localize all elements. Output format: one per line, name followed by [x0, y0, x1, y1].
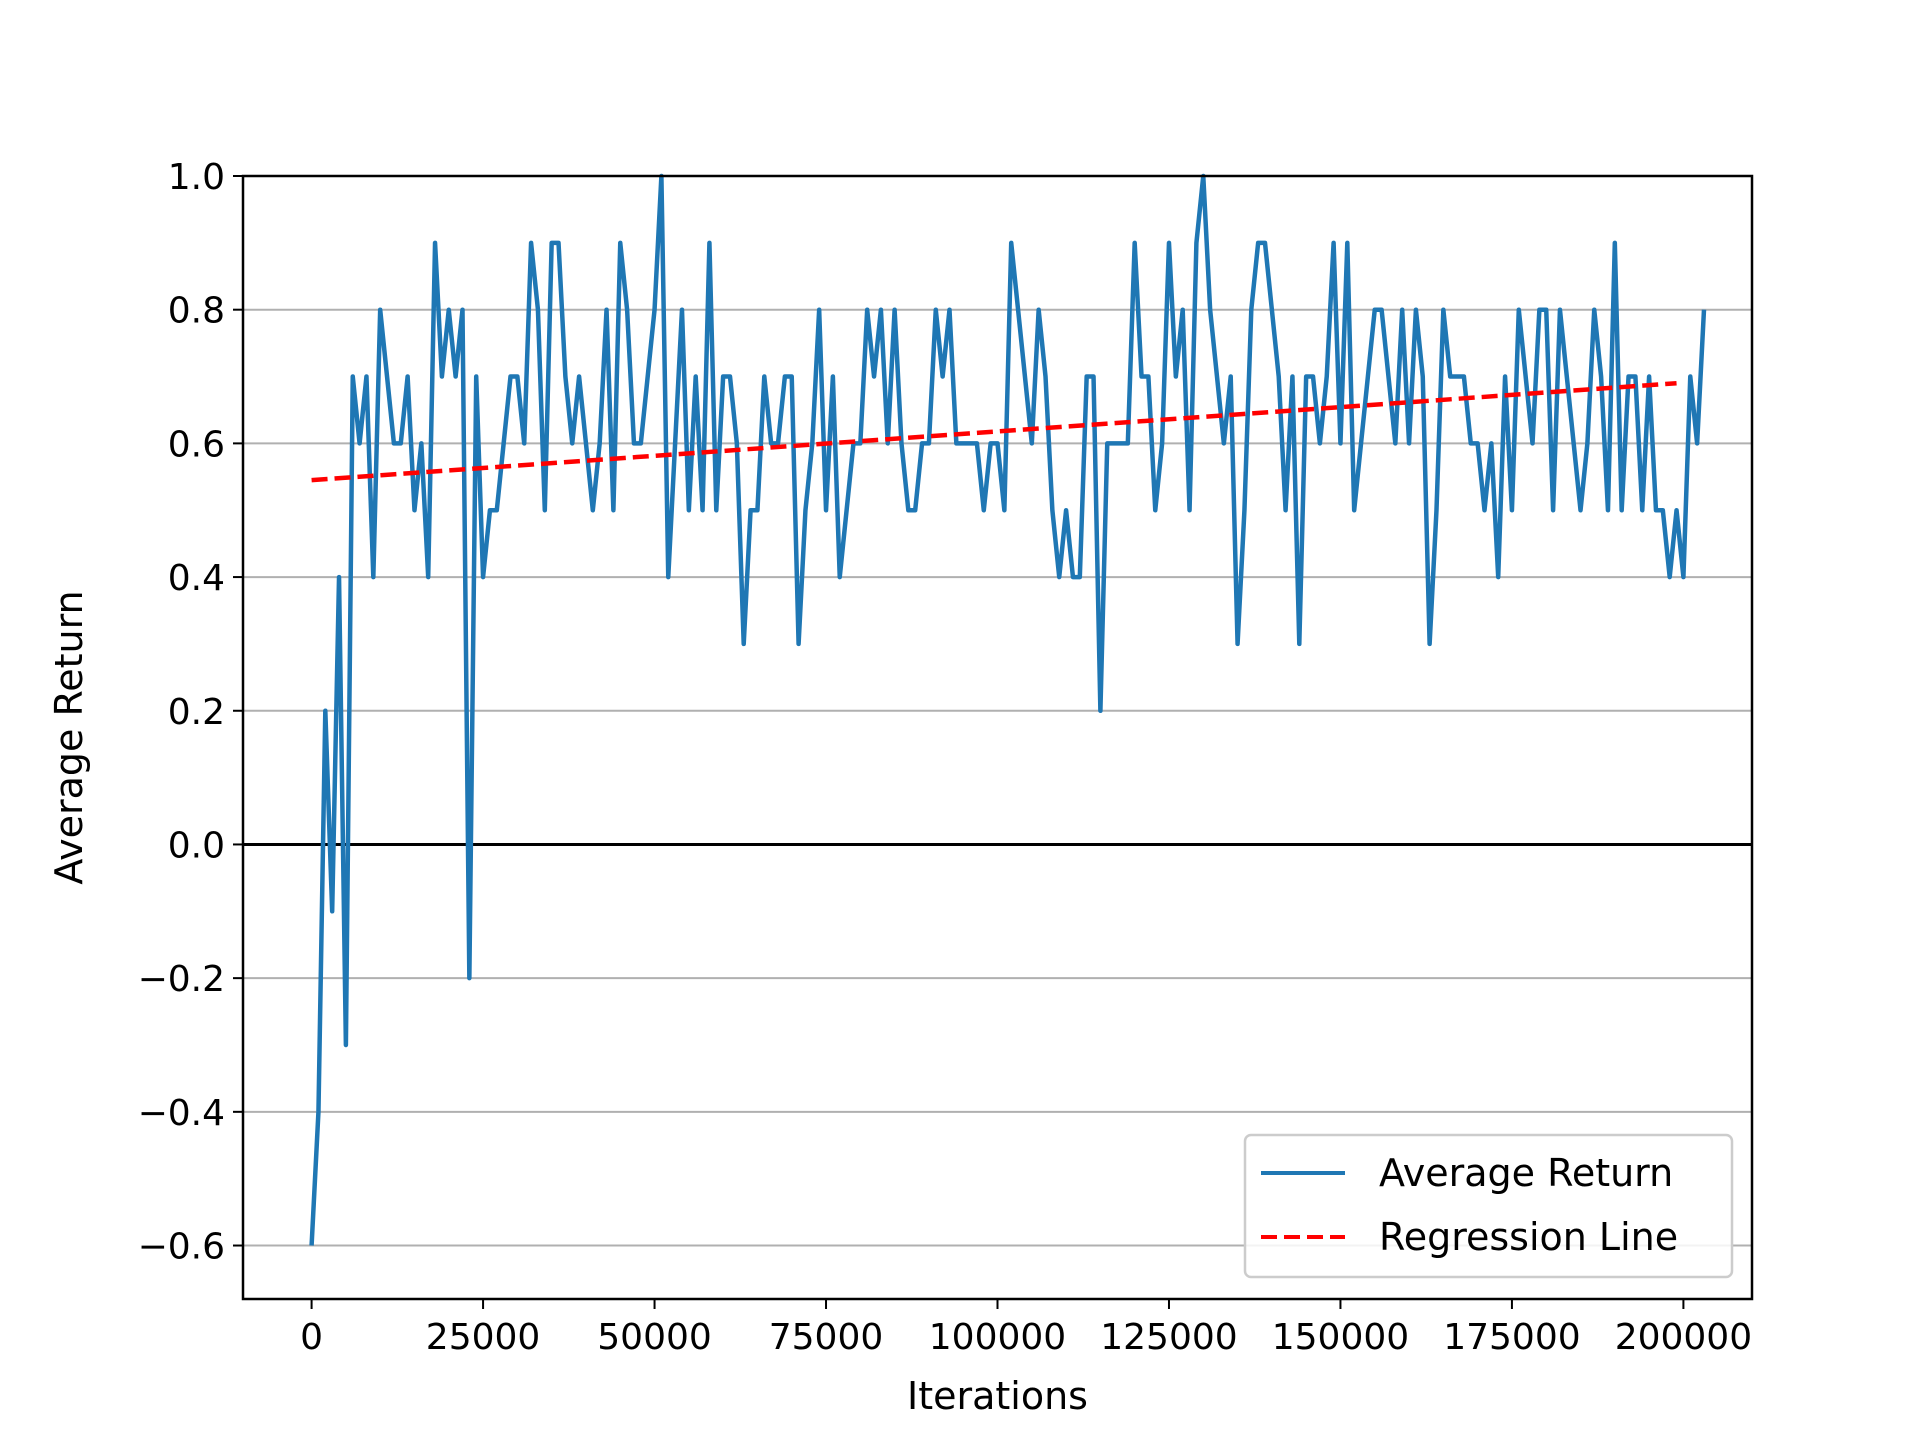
x-axis-ticks: 0 25000 50000 75000 100000 125000 150000 175000… [300, 1299, 1752, 1358]
x-tick-label-6: 150000 [1272, 1317, 1409, 1358]
legend-box [1243, 1133, 1734, 1279]
y-tick-label-0: −0.6 [138, 1227, 225, 1268]
y-axis-ticks: −0.6 −0.4 −0.2 0.0 0.2 0.4 0.6 0.8 1.0 [138, 157, 243, 1268]
legend-label-average-return: Average Return [1379, 1151, 1673, 1195]
series-layer [309, 173, 1707, 1246]
y-tick-label-8: 1.0 [168, 157, 225, 198]
x-axis-label: Iterations [907, 1374, 1088, 1418]
y-axis-label: Average Return [47, 590, 91, 884]
x-tick-label-1: 25000 [426, 1317, 541, 1358]
y-tick-label-4: 0.2 [168, 692, 225, 733]
y-tick-label-5: 0.4 [168, 558, 225, 599]
y-tick-label-2: −0.2 [138, 959, 225, 1000]
y-tick-label-7: 0.8 [168, 291, 225, 332]
series-line-average-return [309, 173, 1707, 1246]
series-line-regression [311, 380, 1677, 483]
legend-label-regression-line: Regression Line [1379, 1215, 1678, 1259]
y-tick-label-1: −0.4 [138, 1093, 225, 1134]
x-tick-label-5: 125000 [1100, 1317, 1237, 1358]
x-tick-label-2: 50000 [597, 1317, 712, 1358]
x-tick-label-3: 75000 [769, 1317, 884, 1358]
x-tick-label-4: 100000 [929, 1317, 1066, 1358]
y-tick-label-6: 0.6 [168, 424, 225, 465]
x-tick-label-7: 175000 [1443, 1317, 1580, 1358]
x-tick-label-0: 0 [300, 1317, 323, 1358]
y-tick-label-3: 0.0 [168, 825, 225, 866]
x-tick-label-8: 200000 [1615, 1317, 1752, 1358]
legend: Average Return Regression Line [1243, 1133, 1734, 1279]
